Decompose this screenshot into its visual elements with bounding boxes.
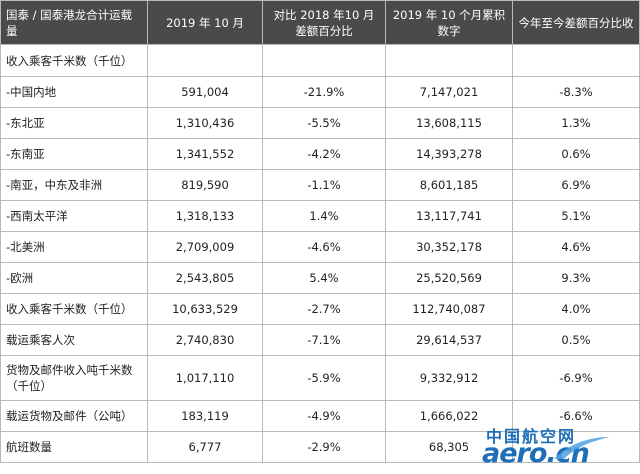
- month-change-value: -5.5%: [262, 107, 386, 139]
- ytd-change-value: 6.9%: [512, 169, 640, 201]
- table-row: -东南亚 1,341,552 -4.2% 14,393,278 0.6%: [0, 138, 640, 170]
- month-value: 819,590: [147, 169, 263, 201]
- month-change-value: -7.1%: [262, 324, 386, 356]
- ytd-value: 68,305: [385, 431, 513, 463]
- watermark-en-text: aero.cn: [482, 438, 590, 469]
- ytd-value: 8,601,185: [385, 169, 513, 201]
- empty-cell: [262, 44, 386, 77]
- ytd-value: 25,520,569: [385, 262, 513, 294]
- watermark-cn-text: 中国航空网: [486, 427, 577, 446]
- month-value: 1,318,133: [147, 200, 263, 232]
- month-change-value: -1.1%: [262, 169, 386, 201]
- row-label: -中国内地: [0, 76, 148, 108]
- ytd-value: 14,393,278: [385, 138, 513, 170]
- header-cell-ytd: 2019 年 10 个月累积数字: [385, 0, 513, 45]
- row-label: 载运货物及邮件（公吨）: [0, 400, 148, 432]
- header-cell-ytd-change: 今年至今差额百分比收: [512, 0, 640, 45]
- month-value: 10,633,529: [147, 293, 263, 325]
- month-change-value: -4.2%: [262, 138, 386, 170]
- row-label: -北美洲: [0, 231, 148, 263]
- row-label: 货物及邮件收入吨千米数（千位）: [0, 355, 148, 401]
- ytd-value: 13,117,741: [385, 200, 513, 232]
- row-label: -欧洲: [0, 262, 148, 294]
- ytd-change-value: 5.1%: [512, 200, 640, 232]
- header-cell-metric: 国泰 / 国泰港龙合计运载量: [0, 0, 148, 45]
- ytd-change-value: 0.6%: [512, 138, 640, 170]
- month-value: 591,004: [147, 76, 263, 108]
- table-row: 货物及邮件收入吨千米数（千位） 1,017,110 -5.9% 9,332,91…: [0, 355, 640, 401]
- row-label: 收入乘客千米数（千位）: [0, 293, 148, 325]
- ytd-change-value: -6.9%: [512, 355, 640, 401]
- ytd-change-value: 0.5%: [512, 324, 640, 356]
- month-value: 1,017,110: [147, 355, 263, 401]
- header-cell-month-change: 对比 2018 年10 月差额百分比: [262, 0, 386, 45]
- table-row: 载运乘客人次 2,740,830 -7.1% 29,614,537 0.5%: [0, 324, 640, 356]
- month-change-value: -5.9%: [262, 355, 386, 401]
- ytd-change-value: 4.6%: [512, 231, 640, 263]
- month-change-value: 1.4%: [262, 200, 386, 232]
- ytd-value: 30,352,178: [385, 231, 513, 263]
- ytd-value: 13,608,115: [385, 107, 513, 139]
- table-row: -西南太平洋 1,318,133 1.4% 13,117,741 5.1%: [0, 200, 640, 232]
- month-value: 2,740,830: [147, 324, 263, 356]
- table-row: 载运货物及邮件（公吨） 183,119 -4.9% 1,666,022 -6.6…: [0, 400, 640, 432]
- row-label: 载运乘客人次: [0, 324, 148, 356]
- section-row: 收入乘客千米数（千位）: [0, 44, 640, 77]
- table-row: 航班数量 6,777 -2.9% 68,305: [0, 431, 640, 463]
- month-change-value: -2.9%: [262, 431, 386, 463]
- ytd-change-value: -6.6%: [512, 400, 640, 432]
- ytd-value: 1,666,022: [385, 400, 513, 432]
- table-row: -南亚，中东及非洲 819,590 -1.1% 8,601,185 6.9%: [0, 169, 640, 201]
- row-label: 航班数量: [0, 431, 148, 463]
- header-cell-month: 2019 年 10 月: [147, 0, 263, 45]
- month-change-value: -4.9%: [262, 400, 386, 432]
- month-value: 183,119: [147, 400, 263, 432]
- month-change-value: -21.9%: [262, 76, 386, 108]
- table-row: -北美洲 2,709,009 -4.6% 30,352,178 4.6%: [0, 231, 640, 263]
- header-row: 国泰 / 国泰港龙合计运载量 2019 年 10 月 对比 2018 年10 月…: [0, 0, 640, 45]
- section-label: 收入乘客千米数（千位）: [0, 44, 148, 77]
- month-value: 2,543,805: [147, 262, 263, 294]
- ytd-change-value: -8.3%: [512, 76, 640, 108]
- swoosh-icon: [554, 437, 610, 459]
- ytd-change-value: 9.3%: [512, 262, 640, 294]
- table-row: -中国内地 591,004 -21.9% 7,147,021 -8.3%: [0, 76, 640, 108]
- ytd-change-value: 4.0%: [512, 293, 640, 325]
- ytd-value: 7,147,021: [385, 76, 513, 108]
- traffic-table: 国泰 / 国泰港龙合计运载量 2019 年 10 月 对比 2018 年10 月…: [0, 0, 640, 463]
- month-change-value: 5.4%: [262, 262, 386, 294]
- row-label: -东南亚: [0, 138, 148, 170]
- table-row: -欧洲 2,543,805 5.4% 25,520,569 9.3%: [0, 262, 640, 294]
- row-label: -南亚，中东及非洲: [0, 169, 148, 201]
- month-value: 2,709,009: [147, 231, 263, 263]
- ytd-value: 29,614,537: [385, 324, 513, 356]
- month-value: 1,310,436: [147, 107, 263, 139]
- table-row: 收入乘客千米数（千位） 10,633,529 -2.7% 112,740,087…: [0, 293, 640, 325]
- ytd-value: 9,332,912: [385, 355, 513, 401]
- empty-cell: [147, 44, 263, 77]
- ytd-change-value: 1.3%: [512, 107, 640, 139]
- month-change-value: -4.6%: [262, 231, 386, 263]
- ytd-value: 112,740,087: [385, 293, 513, 325]
- month-value: 6,777: [147, 431, 263, 463]
- row-label: -西南太平洋: [0, 200, 148, 232]
- aero-cn-watermark: 中国航空网 aero.cn: [482, 423, 638, 473]
- row-label: -东北亚: [0, 107, 148, 139]
- table-row: -东北亚 1,310,436 -5.5% 13,608,115 1.3%: [0, 107, 640, 139]
- month-value: 1,341,552: [147, 138, 263, 170]
- month-change-value: -2.7%: [262, 293, 386, 325]
- empty-cell: [385, 44, 513, 77]
- empty-cell: [512, 44, 640, 77]
